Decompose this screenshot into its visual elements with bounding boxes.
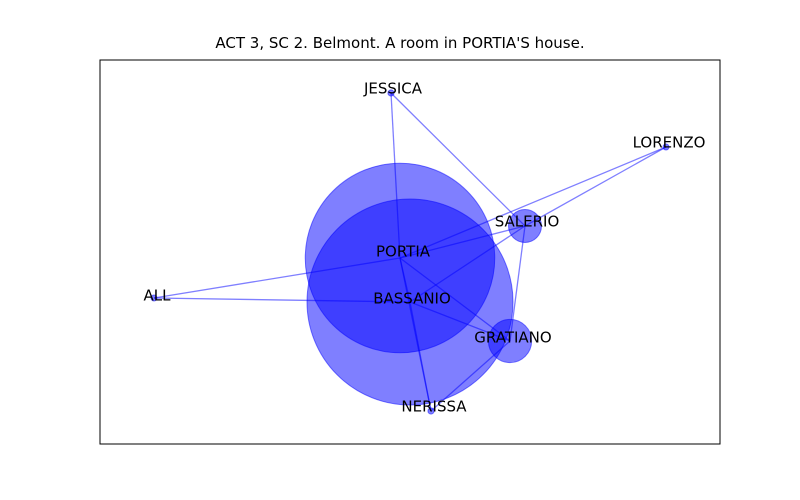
node-label-nerissa: NERISSA xyxy=(401,398,467,416)
node-jessica xyxy=(387,89,395,97)
node-lorenzo xyxy=(662,143,670,151)
node-bassanio xyxy=(306,198,514,406)
node-label-lorenzo: LORENZO xyxy=(633,134,706,152)
node-all xyxy=(150,294,158,302)
node-label-jessica: JESSICA xyxy=(363,80,423,98)
node-label-all: ALL xyxy=(144,287,172,305)
node-nerissa xyxy=(427,407,435,415)
nodes-layer xyxy=(150,89,670,415)
plot-frame xyxy=(99,59,721,445)
node-label-portia: PORTIA xyxy=(376,243,431,261)
node-label-salerio: SALERIO xyxy=(495,213,560,231)
node-gratiano xyxy=(487,318,533,364)
node-label-gratiano: GRATIANO xyxy=(474,329,551,347)
edge-jessica-salerio xyxy=(390,92,526,227)
labels-layer: JESSICA LORENZO SALERIO PORTIA ALL BASSANIO GR… xyxy=(144,80,706,416)
node-salerio xyxy=(508,209,542,243)
node-label-bassanio: BASSANIO xyxy=(373,290,451,308)
edge-lorenzo-salerio xyxy=(524,146,667,227)
chart-title: ACT 3, SC 2. Belmont. A room in PORTIA'S… xyxy=(215,34,585,52)
